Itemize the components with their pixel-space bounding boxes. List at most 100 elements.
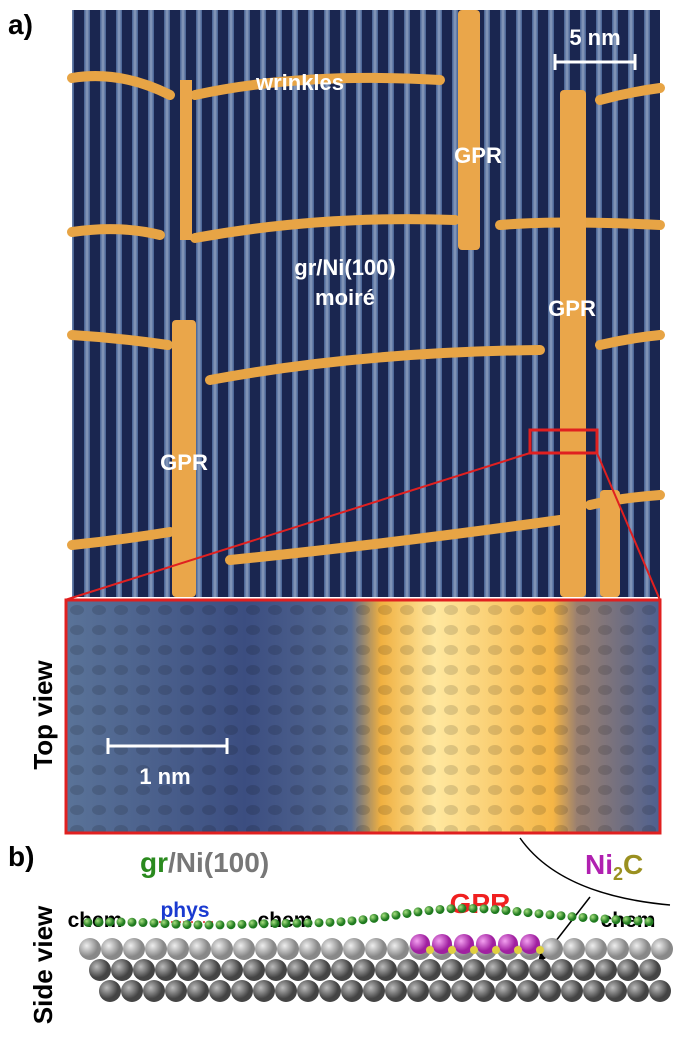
gpr-label: GPR — [450, 888, 511, 919]
atom — [469, 904, 478, 913]
atom — [299, 938, 321, 960]
atom — [583, 980, 605, 1002]
atom — [348, 916, 357, 925]
atom — [363, 980, 385, 1002]
atom — [524, 908, 533, 917]
atom — [194, 920, 203, 929]
atom — [304, 918, 313, 927]
atom — [536, 946, 544, 954]
atom — [277, 938, 299, 960]
atom — [233, 938, 255, 960]
atom — [365, 938, 387, 960]
view-label: Side view — [28, 905, 58, 1024]
annotation: GPR — [454, 143, 502, 168]
atom — [189, 938, 211, 960]
panel-b-title: gr/Ni(100) — [140, 847, 269, 878]
atom — [458, 904, 467, 913]
atom — [172, 920, 181, 929]
atom — [321, 938, 343, 960]
atom — [385, 980, 407, 1002]
atom — [436, 905, 445, 914]
atom — [513, 907, 522, 916]
site-label: phys — [160, 899, 209, 922]
atom — [414, 907, 423, 916]
atom — [573, 959, 595, 981]
atom — [585, 938, 607, 960]
atom — [282, 919, 291, 928]
atom — [645, 917, 654, 926]
atom — [557, 911, 566, 920]
atom — [627, 980, 649, 1002]
compound-label: Ni2C — [585, 849, 643, 884]
atom — [227, 920, 236, 929]
atom — [470, 946, 478, 954]
atom — [293, 919, 302, 928]
atom — [605, 980, 627, 1002]
atom — [359, 915, 368, 924]
title-part: /Ni(100) — [168, 847, 269, 878]
atom — [426, 946, 434, 954]
atom — [341, 980, 363, 1002]
atom — [381, 912, 390, 921]
compound-part: C — [623, 849, 643, 880]
atom — [601, 914, 610, 923]
atom — [375, 959, 397, 981]
panel-label: b) — [8, 841, 34, 872]
atom — [507, 959, 529, 981]
atom — [89, 959, 111, 981]
atom — [143, 980, 165, 1002]
atom — [253, 980, 275, 1002]
atom — [297, 980, 319, 1002]
atom — [99, 980, 121, 1002]
atom — [607, 938, 629, 960]
atom — [617, 959, 639, 981]
atom — [451, 980, 473, 1002]
annotation: GPR — [160, 450, 208, 475]
atom — [106, 918, 115, 927]
atom — [651, 938, 673, 960]
atom — [535, 909, 544, 918]
atom — [441, 959, 463, 981]
atom — [623, 916, 632, 925]
atom — [387, 938, 409, 960]
atom — [255, 938, 277, 960]
scale-bar-label: 1 nm — [139, 764, 190, 789]
atom — [463, 959, 485, 981]
atom — [161, 919, 170, 928]
atom — [319, 980, 341, 1002]
atom — [447, 904, 456, 913]
atom — [392, 911, 401, 920]
atom — [238, 920, 247, 929]
atom — [183, 920, 192, 929]
atom — [167, 938, 189, 960]
atom — [221, 959, 243, 981]
atom — [485, 959, 507, 981]
atom — [315, 918, 324, 927]
atom — [546, 910, 555, 919]
atom — [639, 959, 661, 981]
atom — [111, 959, 133, 981]
atom — [492, 946, 500, 954]
atom — [419, 959, 441, 981]
annotation: gr/Ni(100) — [294, 255, 395, 280]
scale-bar-label: 5 nm — [569, 25, 620, 50]
atom — [121, 980, 143, 1002]
atom — [287, 959, 309, 981]
atom — [243, 959, 265, 981]
atom — [187, 980, 209, 1002]
atom — [563, 938, 585, 960]
atom — [95, 918, 104, 927]
atom — [514, 946, 522, 954]
atom — [429, 980, 451, 1002]
atom — [337, 917, 346, 926]
atom — [353, 959, 375, 981]
atom — [517, 980, 539, 1002]
atom — [529, 959, 551, 981]
atom — [551, 959, 573, 981]
atom — [209, 980, 231, 1002]
atom — [150, 919, 159, 928]
atom — [539, 980, 561, 1002]
atom — [271, 919, 280, 928]
atom — [331, 959, 353, 981]
atom — [397, 959, 419, 981]
